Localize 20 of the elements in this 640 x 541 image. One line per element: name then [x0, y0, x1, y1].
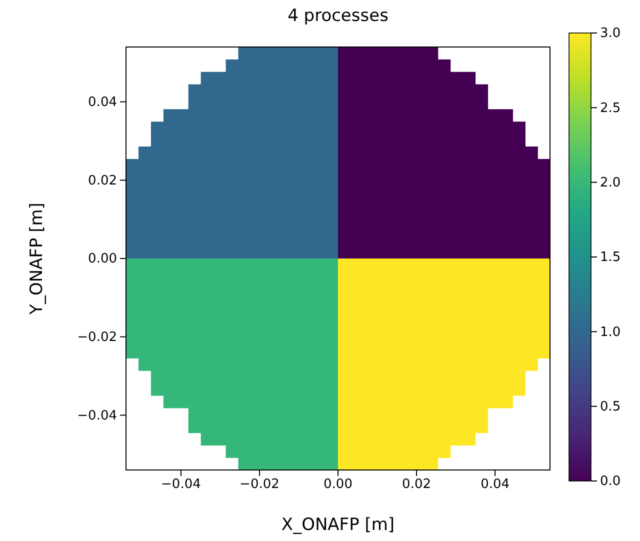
color-bar-label: 1.0 [600, 324, 621, 340]
y-tick-label: 0.04 [88, 94, 117, 110]
x-tick-label: 0.04 [480, 477, 510, 492]
x-tick-label: −0.04 [161, 477, 201, 492]
y-tick-label: −0.02 [77, 330, 117, 345]
y-tick-label: 0.00 [88, 252, 117, 267]
color-bar-label: 0.5 [600, 399, 621, 414]
color-bar-label: 0.0 [600, 474, 621, 490]
chart-title: 4 processes [288, 6, 389, 26]
color-bar-label: 3.0 [600, 26, 621, 42]
x-tick-label: 0.02 [402, 477, 431, 492]
color-bar-label: 2.5 [600, 100, 621, 116]
y-axis-title: Y_ONAFP [m] [27, 202, 47, 316]
x-tick-label: 0.00 [324, 477, 352, 492]
x-tick-label: −0.02 [240, 477, 280, 492]
color-bar-label: 1.5 [600, 250, 621, 266]
y-tick-label: 0.02 [88, 173, 117, 188]
color-bar-label: 2.0 [600, 175, 621, 190]
x-axis-title: X_ONAFP [m] [281, 515, 395, 535]
y-tick-label: −0.04 [77, 408, 117, 424]
